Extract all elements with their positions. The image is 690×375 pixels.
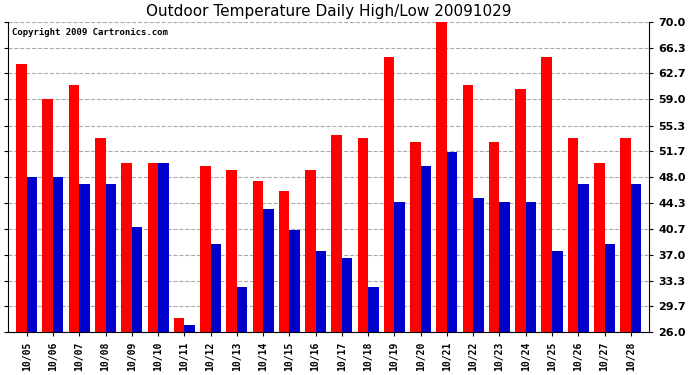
Bar [69, 85, 79, 332]
Bar [158, 163, 168, 332]
Bar [515, 89, 526, 332]
Bar [631, 184, 641, 332]
Bar [410, 142, 421, 332]
Bar [331, 135, 342, 332]
Bar [200, 166, 210, 332]
Bar [578, 184, 589, 332]
Bar [421, 166, 431, 332]
Bar [210, 244, 221, 332]
Bar [184, 326, 195, 332]
Bar [95, 138, 106, 332]
Bar [121, 163, 132, 332]
Title: Outdoor Temperature Daily High/Low 20091029: Outdoor Temperature Daily High/Low 20091… [146, 4, 511, 19]
Bar [620, 138, 631, 332]
Bar [106, 184, 116, 332]
Bar [368, 286, 379, 332]
Bar [16, 64, 27, 332]
Bar [43, 99, 53, 332]
Bar [437, 18, 447, 332]
Bar [447, 152, 457, 332]
Bar [395, 202, 405, 332]
Bar [279, 191, 289, 332]
Bar [594, 163, 604, 332]
Bar [53, 177, 63, 332]
Bar [500, 202, 510, 332]
Text: Copyright 2009 Cartronics.com: Copyright 2009 Cartronics.com [12, 28, 168, 37]
Bar [132, 226, 142, 332]
Bar [568, 138, 578, 332]
Bar [226, 170, 237, 332]
Bar [604, 244, 615, 332]
Bar [263, 209, 274, 332]
Bar [237, 286, 247, 332]
Bar [384, 57, 395, 332]
Bar [489, 142, 500, 332]
Bar [463, 85, 473, 332]
Bar [289, 230, 300, 332]
Bar [305, 170, 315, 332]
Bar [315, 251, 326, 332]
Bar [174, 318, 184, 332]
Bar [542, 57, 552, 332]
Bar [526, 202, 536, 332]
Bar [357, 138, 368, 332]
Bar [473, 198, 484, 332]
Bar [552, 251, 562, 332]
Bar [148, 163, 158, 332]
Bar [27, 177, 37, 332]
Bar [342, 258, 353, 332]
Bar [253, 181, 263, 332]
Bar [79, 184, 90, 332]
